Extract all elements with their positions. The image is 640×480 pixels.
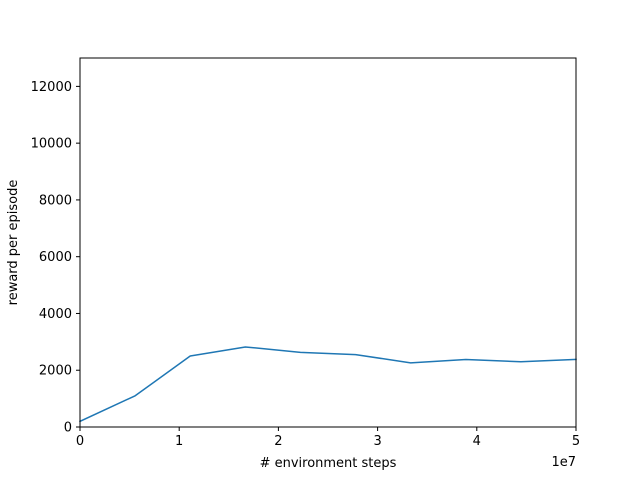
x-tick-label: 3 — [373, 434, 381, 449]
y-tick-label: 8000 — [39, 193, 72, 208]
x-tick-label: 1 — [175, 434, 183, 449]
x-tick-label: 4 — [473, 434, 481, 449]
series-line-0 — [79, 346, 577, 423]
plot-frame — [79, 57, 577, 428]
x-axis-offset-label: 1e7 — [551, 455, 576, 470]
ticks-layer: 0 1 2 3 4 5 0 2000 4000 6000 8000 10000 12000 — [31, 80, 581, 449]
x-axis-label: # environment steps — [260, 456, 397, 471]
x-tick-label: 0 — [76, 434, 84, 449]
y-tick-label: 4000 — [39, 307, 72, 322]
y-tick-label: 10000 — [31, 137, 72, 152]
series-layer — [79, 346, 577, 423]
y-tick-label: 0 — [64, 421, 72, 436]
y-axis-label: reward per episode — [6, 180, 21, 306]
y-tick-label: 6000 — [39, 250, 72, 265]
y-tick-label: 2000 — [39, 364, 72, 379]
x-tick-label: 5 — [572, 434, 580, 449]
y-tick-label: 12000 — [31, 80, 72, 95]
x-tick-label: 2 — [274, 434, 282, 449]
